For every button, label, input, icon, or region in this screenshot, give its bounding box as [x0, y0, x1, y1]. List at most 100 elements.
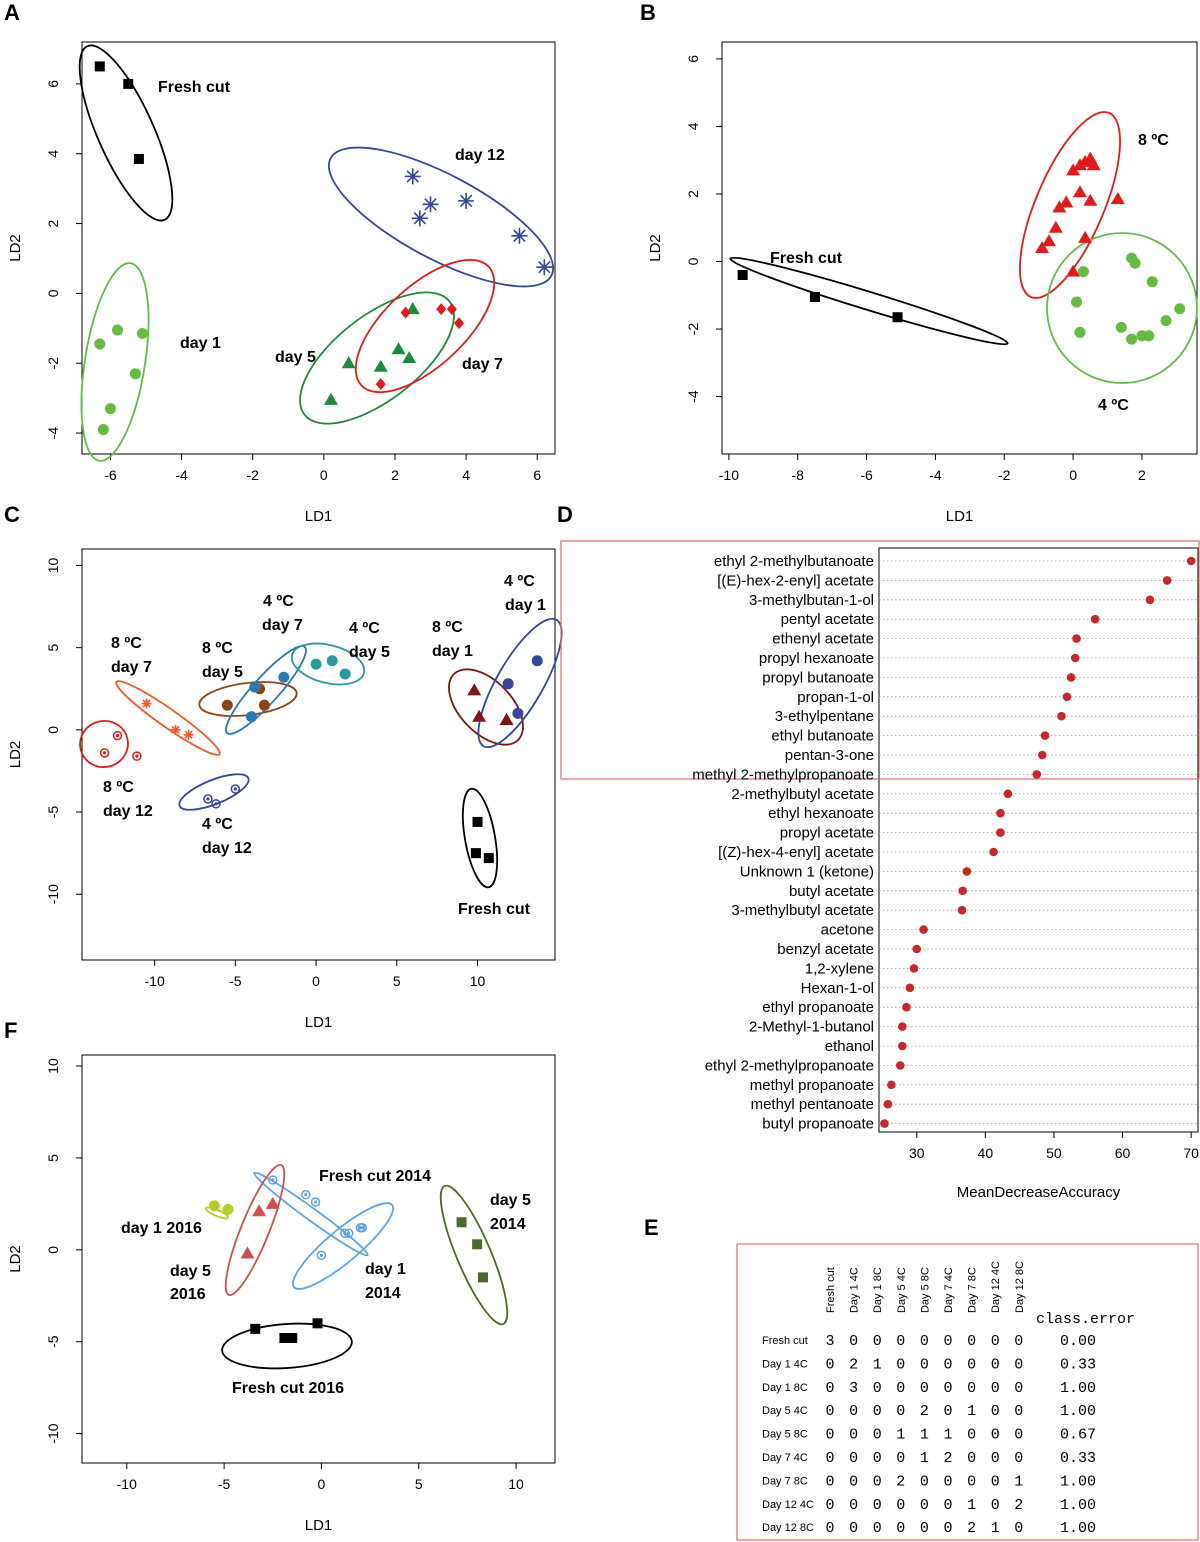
label-day5-2016: day 5 — [170, 1263, 211, 1280]
point-day-1-2016 — [208, 1200, 220, 1212]
x-tick-label: -5 — [229, 973, 242, 989]
top-variables-highlight-box — [560, 540, 1200, 780]
point-8-c — [1066, 163, 1081, 176]
column-header: Day 12 8C — [1014, 1261, 1026, 1313]
y-tick-label: 10 — [45, 557, 61, 573]
importance-dot — [898, 1022, 907, 1031]
matrix-cell: 0 — [991, 1497, 1000, 1514]
matrix-cell: 0 — [825, 1403, 834, 1420]
panel-d: D ethyl 2-methylbutanoate [(E)-hex-2-enyl… — [557, 502, 1200, 1201]
variable-label: propyl hexanoate — [759, 650, 874, 667]
label-day1-2014: day 1 — [365, 1261, 406, 1278]
y-tick-label: 4 — [45, 150, 61, 158]
importance-dot — [1037, 750, 1047, 760]
point-day-1 — [94, 338, 106, 350]
x-tick-label: 30 — [909, 1145, 925, 1161]
x-tick-label: 40 — [978, 1145, 994, 1161]
importance-dot — [1145, 595, 1155, 605]
label-8c-day12-b: day 12 — [103, 803, 153, 820]
point-day-1-2014-ring — [355, 1223, 366, 1233]
matrix-cell: 1 — [967, 1403, 976, 1420]
matrix-cell: 0 — [1014, 1333, 1023, 1350]
x-tick-label: 6 — [533, 467, 541, 483]
point-fresh-cut-2014-ring — [310, 1197, 321, 1207]
ellipse-day1-2014 — [292, 1202, 394, 1290]
matrix-cell: 0 — [943, 1333, 952, 1350]
matrix-cell: 0 — [1014, 1356, 1023, 1373]
label-fresh-cut: Fresh cut — [458, 901, 531, 918]
label-day-1: day 1 — [180, 335, 221, 352]
point-8-c — [1072, 185, 1087, 198]
matrix-cell: 0 — [849, 1427, 858, 1444]
matrix-cell: 1 — [873, 1356, 882, 1373]
x-axis-label: LD1 — [305, 1014, 333, 1031]
matrix-cell: 2 — [920, 1403, 929, 1420]
panel-b-points — [737, 151, 1186, 345]
variable-label: 1,2-xylene — [805, 960, 874, 977]
y-tick-label: 0 — [45, 726, 61, 734]
label-4c-day1: 4 ºC — [504, 573, 535, 590]
confusion-matrix: Fresh cut Day 1 4C Day 1 8C Day 5 4C Day 5 8… — [762, 1261, 1135, 1537]
panel-f: F -10 -5 0 5 10 -10 -5 0 5 10 LD1 LD2 Fresh cut 201… — [4, 1018, 556, 1534]
point-8-c-day-5 — [221, 699, 233, 711]
label-day1-2014-b: 2014 — [365, 1285, 401, 1302]
ellipse-4c — [1046, 232, 1198, 384]
point-8-c-day-12-core — [135, 754, 139, 758]
point-8-c — [1078, 230, 1093, 243]
panel-b-ellipses — [729, 111, 1198, 384]
point-8-c-day-1 — [472, 709, 487, 722]
matrix-cell: 0 — [1014, 1403, 1023, 1420]
column-header: Day 1 4C — [849, 1267, 861, 1313]
matrix-cell: 0 — [873, 1333, 882, 1350]
variable-label: 2-methylbutyl acetate — [731, 786, 874, 803]
class-error-value: 0.67 — [1060, 1427, 1096, 1444]
label-4c-day7: 4 ºC — [263, 593, 294, 610]
matrix-cell: 0 — [943, 1473, 952, 1490]
x-tick-label: -2 — [998, 467, 1011, 483]
row-label: Day 7 4C — [762, 1452, 808, 1464]
variable-label: methyl pentanoate — [751, 1096, 874, 1113]
ellipse-8c-day12 — [79, 720, 129, 768]
y-tick-label: 0 — [685, 257, 701, 265]
ellipse-4c-day7 — [225, 645, 307, 735]
label-4c-day12: 4 ºC — [202, 816, 233, 833]
y-tick-label: 2 — [45, 219, 61, 227]
point-fresh-cut-2016 — [279, 1333, 290, 1344]
label-8c-day7-b: day 7 — [111, 659, 152, 676]
matrix-cell: 0 — [967, 1333, 976, 1350]
matrix-cell: 0 — [920, 1356, 929, 1373]
matrix-cell: 0 — [943, 1520, 952, 1537]
point-day-1-2016 — [222, 1203, 234, 1215]
matrix-cell: 0 — [920, 1520, 929, 1537]
label-day-5: day 5 — [275, 349, 316, 366]
column-header: Day 5 4C — [896, 1267, 908, 1313]
importance-dot — [898, 1041, 907, 1051]
ellipse-day-1 — [80, 262, 150, 462]
importance-dot — [1032, 770, 1042, 779]
x-tick-label: -6 — [860, 467, 873, 483]
point-day-5-2016 — [240, 1246, 255, 1259]
row-label: Day 1 4C — [762, 1358, 808, 1370]
y-axis-label: LD2 — [647, 234, 664, 262]
point-day-5-2014 — [456, 1217, 467, 1228]
ellipse-day-5 — [299, 291, 455, 425]
y-tick-label: 10 — [45, 1058, 61, 1074]
variable-label: butyl propanoate — [762, 1116, 874, 1133]
matrix-cell: 0 — [825, 1427, 834, 1444]
point-4-c-day-5 — [310, 658, 322, 670]
label-8c-day1: 8 ºC — [432, 619, 463, 636]
class-error-value: 1.00 — [1060, 1473, 1096, 1490]
y-axis-label: LD2 — [7, 1245, 24, 1273]
point-fresh-cut — [809, 291, 820, 302]
y-axis-label: LD2 — [7, 234, 24, 262]
label-day5-2016-b: 2016 — [170, 1286, 206, 1303]
matrix-cell: 0 — [873, 1473, 882, 1490]
importance-dot — [996, 828, 1005, 837]
point-day-1-2014-ring — [316, 1250, 327, 1261]
point-4-c-day-5 — [326, 655, 338, 667]
point-8-c — [1052, 200, 1067, 213]
x-axis-label: LD1 — [946, 508, 974, 525]
class-error-value: 1.00 — [1060, 1497, 1096, 1514]
